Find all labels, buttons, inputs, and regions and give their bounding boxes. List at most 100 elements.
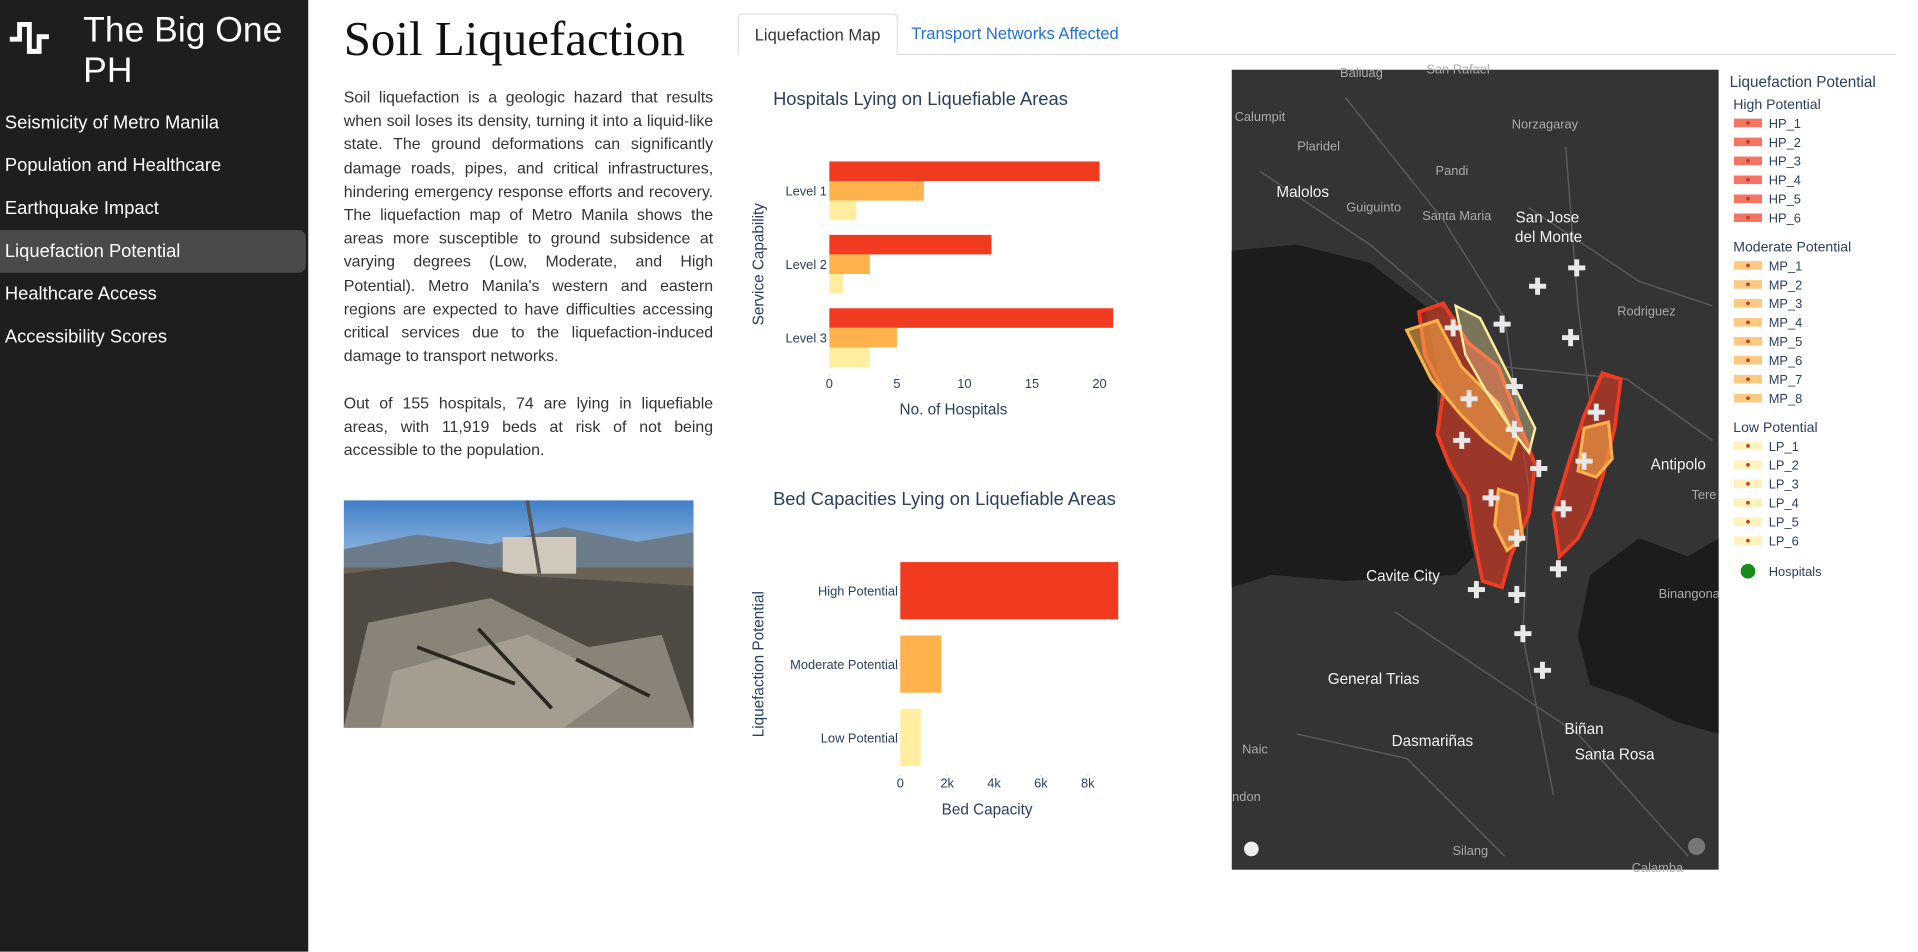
legend-dot	[1746, 320, 1750, 325]
hospital-marker	[1575, 458, 1593, 464]
y-axis-label: Liquefaction Potential	[751, 591, 768, 737]
legend-dot	[1746, 301, 1750, 306]
legend-dot	[1746, 444, 1750, 448]
map-road	[1564, 146, 1591, 404]
legend-item: MP_1	[1769, 258, 1803, 273]
paragraph: Soil liquefaction is a geologic hazard t…	[343, 88, 714, 365]
legend-dot	[1746, 462, 1750, 467]
map-water	[1577, 538, 1719, 734]
legend-item: MP_8	[1769, 391, 1803, 406]
legend-item: HP_5	[1769, 192, 1801, 207]
nav-item[interactable]: Seismicity of Metro Manila	[4, 112, 220, 134]
place-label: Calamba	[1632, 860, 1684, 875]
moderate-zone	[1404, 318, 1519, 462]
bar	[829, 181, 924, 201]
place-label: Norzagaray	[1512, 116, 1579, 131]
chart-title: Hospitals Lying on Liquefiable Areas	[773, 88, 1068, 109]
hospital-marker	[1505, 384, 1523, 389]
x-tick-label: 6k	[1034, 776, 1048, 791]
x-tick-label: 10	[957, 376, 971, 391]
place-label: Malolos	[1276, 184, 1329, 201]
legend-item: MP_2	[1769, 277, 1803, 292]
x-tick-label: 5	[893, 376, 900, 391]
legend-hospital-dot	[1740, 563, 1756, 579]
page-title: Soil Liquefaction	[343, 11, 685, 67]
legend-dot	[1746, 358, 1750, 363]
legend-item: LP_1	[1769, 439, 1799, 454]
legend-title: Liquefaction Potential	[1730, 74, 1876, 91]
y-tick-label: Level 3	[786, 330, 827, 345]
legend-dot	[1746, 177, 1750, 182]
legend-item: MP_7	[1769, 372, 1803, 387]
place-label: General Trias	[1328, 671, 1420, 688]
photo	[343, 500, 694, 728]
place-label: San Rafael	[1426, 61, 1489, 76]
place-label: Naic	[1242, 741, 1268, 756]
hospital-marker	[1444, 325, 1462, 331]
map: Baliuag San Rafael Calumpit Norzagaray Plari…	[1231, 61, 1721, 875]
x-tick-label: 8k	[1081, 776, 1095, 791]
place-label: Santa Maria	[1422, 208, 1492, 223]
place-label: Rodriguez	[1617, 304, 1675, 319]
bar	[829, 200, 857, 221]
legend-item: MP_6	[1769, 353, 1803, 368]
tab[interactable]: Transport Networks Affected	[911, 24, 1119, 43]
legend-item: HP_6	[1769, 211, 1801, 226]
y-axis-label: Service Capability	[751, 203, 768, 326]
map-button	[1688, 837, 1706, 856]
legend-item: Hospitals	[1769, 564, 1822, 579]
place-label: Pandi	[1436, 163, 1469, 178]
hospital-marker	[1493, 321, 1511, 327]
legend-item: HP_4	[1769, 173, 1801, 188]
hospital-marker	[1549, 566, 1567, 572]
legend-dot	[1746, 396, 1750, 400]
legend-group-title: Moderate Potential	[1733, 238, 1851, 254]
nav-item[interactable]: Healthcare Access	[4, 283, 157, 305]
map-road	[1394, 610, 1689, 857]
legend-item: HP_1	[1769, 116, 1801, 131]
legend-item: LP_5	[1769, 515, 1799, 530]
nav-item[interactable]: Liquefaction Potential	[0, 229, 306, 273]
place-label: Calumpit	[1235, 109, 1286, 124]
bar	[900, 562, 1119, 620]
legend-dot	[1746, 121, 1750, 125]
legend-dot	[1746, 339, 1750, 344]
map-road	[1259, 170, 1457, 319]
hospital-marker	[1508, 592, 1526, 597]
legend-dot	[1746, 196, 1750, 201]
legend-dot	[1746, 519, 1750, 524]
tab[interactable]: Liquefaction Map	[737, 13, 898, 56]
hospital-marker	[1514, 631, 1532, 637]
y-tick-label: Level 1	[786, 184, 827, 199]
bar	[829, 308, 1114, 328]
legend-item: LP_6	[1769, 534, 1799, 549]
place-label: Silang	[1452, 843, 1488, 858]
nav-item[interactable]: Accessibility Scores	[4, 326, 168, 348]
y-tick-label: Low Potential	[821, 730, 898, 745]
legend-item: HP_2	[1769, 135, 1801, 150]
hospital-marker	[1562, 335, 1580, 341]
legend-dot	[1746, 215, 1750, 220]
hospital-marker	[1587, 409, 1605, 415]
legend-dot	[1746, 263, 1750, 268]
x-tick-label: 2k	[940, 776, 954, 791]
hospital-marker	[1529, 283, 1547, 289]
legend-dot	[1746, 481, 1750, 486]
legend-item: HP_3	[1769, 154, 1801, 169]
bar	[829, 161, 1100, 182]
nav-item[interactable]: Population and Healthcare	[4, 155, 222, 177]
tab-line	[737, 53, 1896, 56]
legend-dot	[1746, 159, 1750, 163]
hospital-marker	[1505, 426, 1523, 432]
app-title: The Big One PH	[83, 11, 283, 91]
bar	[829, 347, 870, 367]
low-zone	[1453, 303, 1537, 456]
bar	[900, 708, 921, 767]
place-label: Santa Rosa	[1575, 747, 1655, 764]
nav-item[interactable]: Earthquake Impact	[4, 198, 159, 219]
paragraph: Out of 155 hospitals, 74 are lying in li…	[343, 393, 714, 460]
x-tick-label: 20	[1092, 376, 1106, 391]
hospital-marker	[1453, 437, 1471, 443]
